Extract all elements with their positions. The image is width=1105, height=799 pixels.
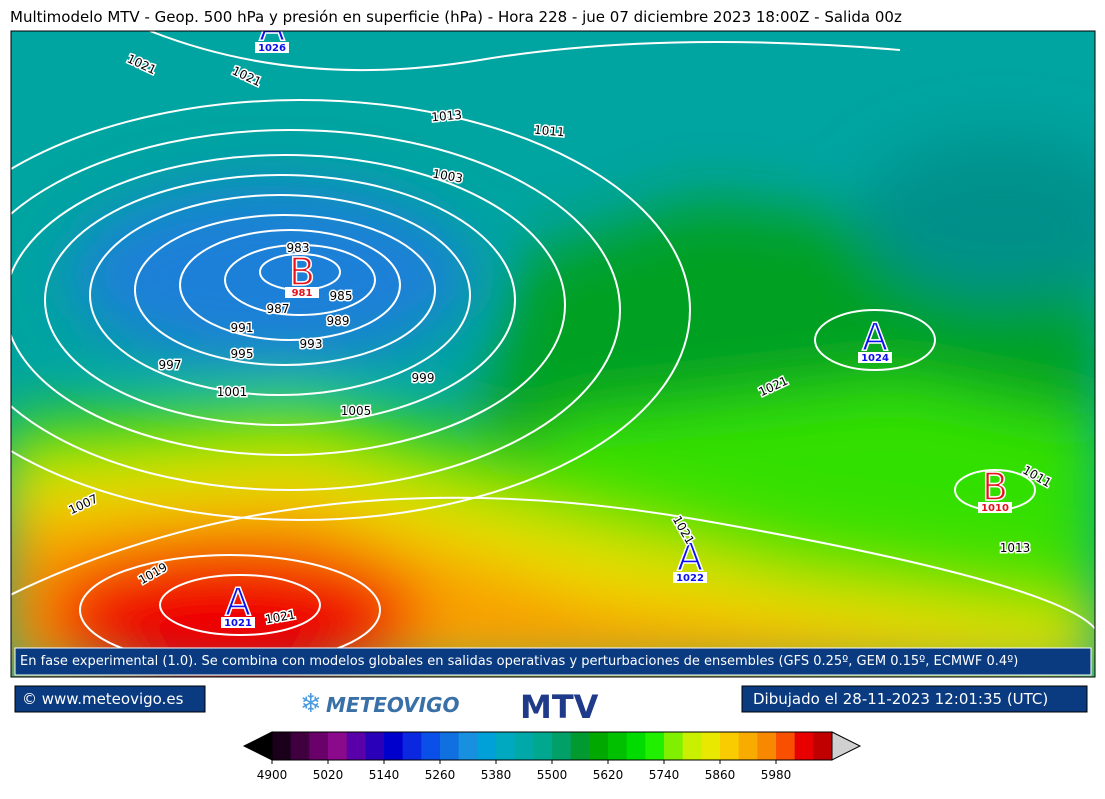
center-label-bg — [673, 572, 707, 583]
snow-icon: ❄ — [300, 689, 322, 719]
isobar-label: 993 — [300, 337, 323, 351]
colorbar-segment — [794, 732, 814, 760]
center-label-bg — [978, 502, 1012, 513]
colorbar-under — [242, 731, 273, 761]
colorbar-segment — [720, 732, 740, 760]
isobar-label: 991 — [231, 321, 254, 335]
colorbar-segment — [570, 732, 590, 760]
colorbar-segment — [365, 732, 385, 760]
center-label-bg — [221, 617, 255, 628]
drawn-box — [741, 685, 1088, 713]
center-value: 1021 — [224, 618, 252, 629]
colorbar-tick-label: 5980 — [761, 768, 792, 782]
center-value: 1022 — [676, 573, 704, 584]
colorbar-segment — [533, 732, 553, 760]
colorbar-segment — [477, 732, 497, 760]
colorbar-segment — [682, 732, 702, 760]
colorbar-segment — [626, 732, 646, 760]
center-value: 1010 — [981, 503, 1009, 514]
isobar-label: 983 — [287, 241, 310, 255]
colorbar-segment — [757, 732, 777, 760]
colorbar-tick-label: 5020 — [313, 768, 344, 782]
isobar-label: 989 — [327, 314, 350, 328]
isobar-label: 985 — [330, 289, 353, 303]
colorbar-segment — [589, 732, 609, 760]
colorbar-segment — [552, 732, 572, 760]
colorbar-segment — [738, 732, 758, 760]
site: © www.meteovigo.es — [22, 690, 184, 708]
colorbar-segment — [645, 732, 665, 760]
colorbar-segment — [440, 732, 460, 760]
isobar-label: 999 — [412, 371, 435, 385]
isobar-label: 1021 — [264, 608, 297, 627]
isobar-label: 1013 — [1000, 541, 1031, 555]
colorbar-tick-label: 5620 — [593, 768, 624, 782]
center-value: 981 — [292, 288, 313, 299]
center-label-bg — [255, 42, 289, 53]
colorbar-segment — [421, 732, 441, 760]
colorbar-tick-label: 5260 — [425, 768, 456, 782]
notice-box — [14, 647, 1092, 676]
colorbar-segment — [272, 732, 292, 760]
colorbar-segment — [328, 732, 348, 760]
colorbar-segment — [496, 732, 516, 760]
colorbar-over — [831, 731, 862, 761]
center-value: 1024 — [861, 353, 889, 364]
colorbar-tick-label: 5740 — [649, 768, 680, 782]
colorbar-tick-label: 5380 — [481, 768, 512, 782]
isobar-label: 1005 — [341, 404, 372, 418]
isobar-label: 1003 — [431, 167, 464, 186]
site-box — [14, 685, 206, 713]
isobar-label: 995 — [231, 347, 254, 361]
isobar-label: 987 — [267, 302, 290, 316]
logo-mtv: MTV — [520, 688, 599, 726]
colorbar-segment — [701, 732, 721, 760]
map-frame — [10, 30, 1096, 678]
center-label-bg — [285, 287, 319, 298]
colorbar-tick-label: 5500 — [537, 768, 568, 782]
colorbar-segment — [402, 732, 422, 760]
colorbar-segment — [664, 732, 684, 760]
colorbar-segment — [776, 732, 796, 760]
center-value: 1026 — [258, 43, 286, 54]
drawn-date: Dibujado el 28-11-2023 12:01:35 (UTC) — [753, 690, 1048, 708]
colorbar-tick-label: 5860 — [705, 768, 736, 782]
isobar-label: 1013 — [431, 108, 463, 125]
title: Multimodelo MTV - Geop. 500 hPa y presió… — [10, 8, 902, 26]
logo-meteovigo: METEOVIGO — [326, 693, 460, 717]
center-label-bg — [858, 352, 892, 363]
colorbar-segment — [384, 732, 404, 760]
isobar-label: 1011 — [534, 123, 566, 140]
colorbar-segment — [813, 732, 833, 760]
colorbar-segment — [309, 732, 329, 760]
notice: En fase experimental (1.0). Se combina c… — [20, 654, 1018, 669]
colorbar-tick-label: 4900 — [257, 768, 288, 782]
colorbar-segment — [346, 732, 366, 760]
colorbar-segment — [290, 732, 310, 760]
isobar-label: 997 — [159, 358, 182, 372]
colorbar-segment — [458, 732, 478, 760]
isobars — [11, 31, 1095, 666]
colorbar-tick-label: 5140 — [369, 768, 400, 782]
isobar-label: 1001 — [217, 385, 248, 399]
colorbar-segment — [608, 732, 628, 760]
colorbar-segment — [514, 732, 534, 760]
